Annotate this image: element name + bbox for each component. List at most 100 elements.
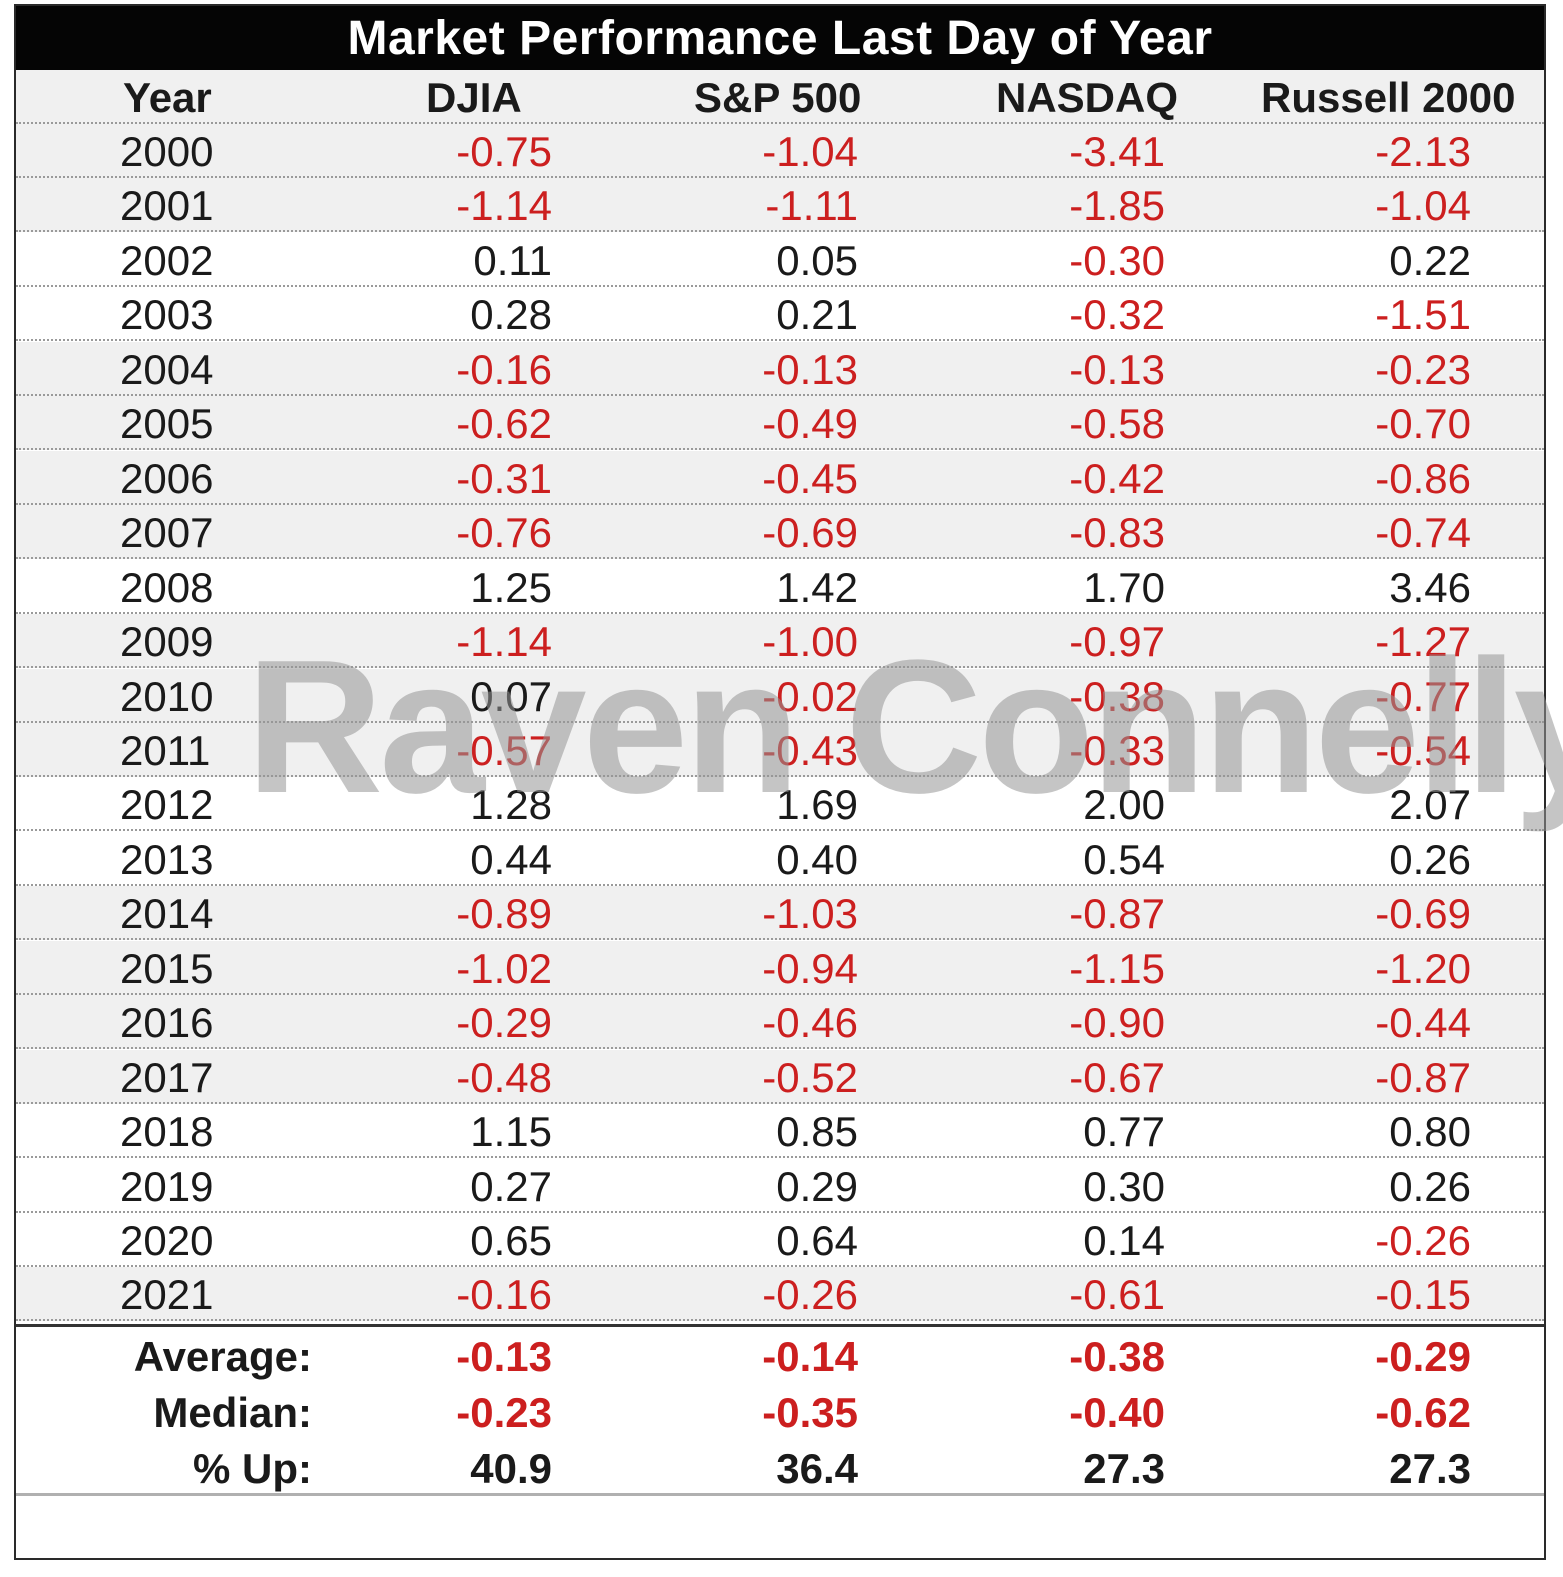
- table-row: 2004 -0.16 -0.13 -0.13 -0.23: [16, 341, 1544, 396]
- median-nasdaq-value: -0.40: [1069, 1389, 1165, 1436]
- average-sp500-value: -0.14: [762, 1333, 858, 1380]
- russell2000-value-cell: -0.54: [1375, 726, 1471, 774]
- sp500-value-cell: -0.13: [762, 345, 858, 393]
- djia-value-cell: 0.07: [470, 672, 552, 720]
- year-cell: 2000: [120, 128, 214, 175]
- russell2000-value-cell: -0.77: [1375, 672, 1471, 720]
- percent-up-label: % Up:: [193, 1445, 312, 1492]
- russell2000-value-cell: -0.70: [1375, 400, 1471, 448]
- sp500-value-cell: 0.05: [776, 236, 858, 284]
- djia-value-cell: -0.62: [456, 400, 552, 448]
- russell2000-value-cell: -0.69: [1375, 890, 1471, 938]
- sp500-value-cell: -0.26: [762, 1271, 858, 1319]
- bottom-divider: [16, 1493, 1544, 1496]
- year-cell: 2009: [120, 618, 214, 666]
- nasdaq-value-cell: 1.70: [1083, 563, 1165, 611]
- russell2000-value-cell: -0.74: [1375, 509, 1471, 557]
- table-row: 2018 1.15 0.85 0.77 0.80: [16, 1104, 1544, 1159]
- djia-value-cell: 1.28: [470, 781, 552, 829]
- russell2000-value-cell: 2.07: [1389, 781, 1471, 829]
- year-cell: 2007: [120, 509, 214, 557]
- table-row: 2012 1.28 1.69 2.00 2.07: [16, 777, 1544, 832]
- russell2000-value-cell: -0.87: [1375, 1053, 1471, 1101]
- year-cell: 2008: [120, 563, 214, 611]
- russell2000-value-cell: 0.26: [1389, 835, 1471, 883]
- sp500-value-cell: -0.69: [762, 509, 858, 557]
- sp500-value-cell: 0.64: [776, 1217, 858, 1264]
- column-header-year: Year: [123, 74, 212, 121]
- russell2000-value-cell: -0.86: [1375, 454, 1471, 502]
- table-row: 2021 -0.16 -0.26 -0.61 -0.15: [16, 1267, 1544, 1322]
- table-row: 2015 -1.02 -0.94 -1.15 -1.20: [16, 940, 1544, 995]
- sp500-value-cell: -0.94: [762, 944, 858, 992]
- year-cell: 2004: [120, 345, 214, 393]
- russell2000-value-cell: -2.13: [1375, 128, 1471, 175]
- year-cell: 2002: [120, 236, 214, 284]
- sp500-value-cell: -0.43: [762, 726, 858, 774]
- djia-value-cell: -0.89: [456, 890, 552, 938]
- nasdaq-value-cell: 0.54: [1083, 835, 1165, 883]
- nasdaq-value-cell: -0.97: [1069, 618, 1165, 666]
- table-row: 2003 0.28 0.21 -0.32 -1.51: [16, 287, 1544, 342]
- percent-up-nasdaq-value: 27.3: [1083, 1445, 1165, 1492]
- year-cell: 2016: [120, 999, 214, 1047]
- nasdaq-value-cell: -0.13: [1069, 345, 1165, 393]
- year-cell: 2013: [120, 835, 214, 883]
- nasdaq-value-cell: -0.83: [1069, 509, 1165, 557]
- sp500-value-cell: -0.45: [762, 454, 858, 502]
- table-title: Market Performance Last Day of Year: [16, 6, 1544, 70]
- median-label: Median:: [153, 1389, 312, 1436]
- djia-value-cell: -0.16: [456, 1271, 552, 1319]
- nasdaq-value-cell: -1.85: [1069, 182, 1165, 230]
- median-row: Median: -0.23 -0.35 -0.40 -0.62: [16, 1384, 1544, 1440]
- djia-value-cell: 0.44: [470, 835, 552, 883]
- sp500-value-cell: 0.40: [776, 835, 858, 883]
- year-cell: 2014: [120, 890, 214, 938]
- year-cell: 2005: [120, 400, 214, 448]
- russell2000-value-cell: -1.51: [1375, 291, 1471, 339]
- nasdaq-value-cell: -0.67: [1069, 1053, 1165, 1101]
- table-row: 2006 -0.31 -0.45 -0.42 -0.86: [16, 450, 1544, 505]
- column-header-djia: DJIA: [426, 74, 522, 121]
- russell2000-value-cell: -0.15: [1375, 1271, 1471, 1319]
- table-row: 2019 0.27 0.29 0.30 0.26: [16, 1159, 1544, 1213]
- sp500-value-cell: -1.04: [762, 128, 858, 175]
- nasdaq-value-cell: -0.38: [1069, 672, 1165, 720]
- nasdaq-value-cell: -0.87: [1069, 890, 1165, 938]
- sp500-value-cell: 0.21: [776, 291, 858, 339]
- median-sp500-value: -0.35: [762, 1389, 858, 1436]
- djia-value-cell: 1.15: [470, 1108, 552, 1156]
- russell2000-value-cell: 0.80: [1389, 1108, 1471, 1156]
- table-row: 2020 0.65 0.64 0.14 -0.26: [16, 1213, 1544, 1267]
- sp500-value-cell: 1.42: [776, 563, 858, 611]
- column-header-sp500: S&P 500: [694, 74, 862, 121]
- table-row: 2005 -0.62 -0.49 -0.58 -0.70: [16, 396, 1544, 451]
- djia-value-cell: 1.25: [470, 563, 552, 611]
- sp500-value-cell: 0.85: [776, 1108, 858, 1156]
- russell2000-value-cell: 0.22: [1389, 236, 1471, 284]
- djia-value-cell: 0.27: [470, 1162, 552, 1210]
- year-cell: 2018: [120, 1108, 214, 1156]
- sp500-value-cell: -0.02: [762, 672, 858, 720]
- table-row: 2011 -0.57 -0.43 -0.33 -0.54: [16, 722, 1544, 777]
- percent-up-row: % Up: 40.9 36.4 27.3 27.3: [16, 1440, 1544, 1496]
- year-cell: 2015: [120, 944, 214, 992]
- table-row: 2009 -1.14 -1.00 -0.97 -1.27: [16, 614, 1544, 669]
- russell2000-value-cell: 0.26: [1389, 1162, 1471, 1210]
- russell2000-value-cell: -1.27: [1375, 618, 1471, 666]
- average-nasdaq-value: -0.38: [1069, 1333, 1165, 1380]
- nasdaq-value-cell: -0.30: [1069, 236, 1165, 284]
- table-row: 2016 -0.29 -0.46 -0.90 -0.44: [16, 995, 1544, 1050]
- year-cell: 2001: [120, 182, 214, 230]
- djia-value-cell: 0.11: [473, 236, 552, 284]
- year-cell: 2010: [120, 672, 214, 720]
- percent-up-sp500-value: 36.4: [776, 1445, 858, 1492]
- average-label: Average:: [133, 1333, 312, 1380]
- nasdaq-value-cell: -1.15: [1069, 944, 1165, 992]
- djia-value-cell: -0.29: [456, 999, 552, 1047]
- nasdaq-value-cell: 0.30: [1083, 1162, 1165, 1210]
- djia-value-cell: -0.57: [456, 726, 552, 774]
- table-row: 2017 -0.48 -0.52 -0.67 -0.87: [16, 1049, 1544, 1104]
- russell2000-value-cell: -1.04: [1375, 182, 1471, 230]
- year-cell: 2006: [120, 454, 214, 502]
